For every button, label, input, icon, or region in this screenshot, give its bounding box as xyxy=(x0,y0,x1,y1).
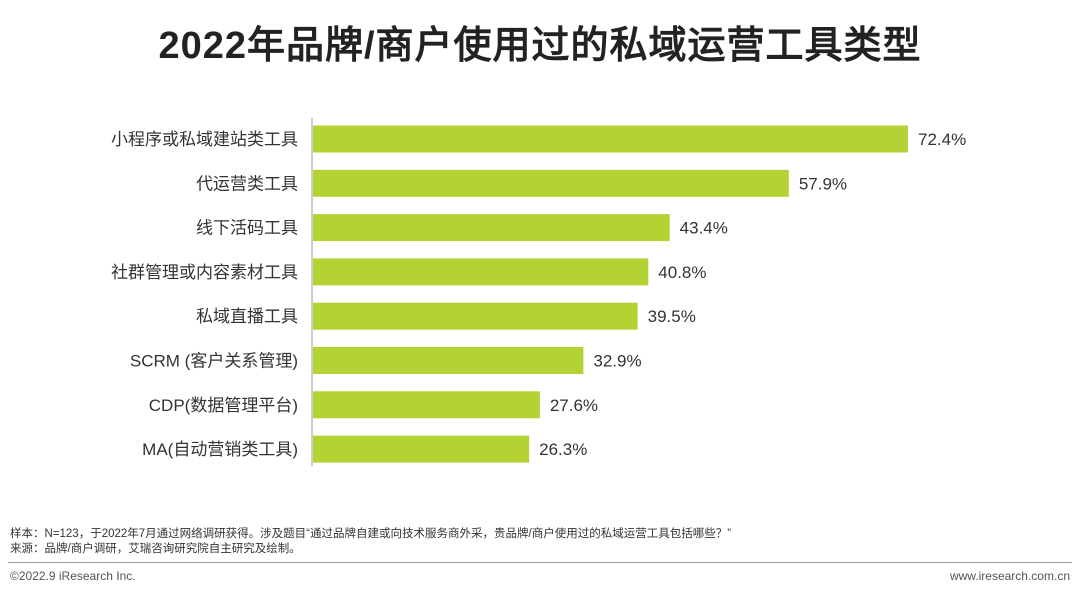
data-label: 57.9% xyxy=(799,174,847,193)
category-label: 代运营类工具 xyxy=(196,174,298,193)
category-label: 小程序或私域建站类工具 xyxy=(111,130,298,149)
data-label: 26.3% xyxy=(539,440,587,459)
category-label: 私域直播工具 xyxy=(196,307,298,326)
bar xyxy=(313,435,530,463)
data-label: 40.8% xyxy=(658,263,706,282)
chart-title: 2022年品牌/商户使用过的私域运营工具类型 xyxy=(158,25,922,67)
bar xyxy=(313,302,638,330)
category-label: MA(自动营销类工具) xyxy=(142,440,298,459)
bar xyxy=(313,391,540,419)
category-label: 线下活码工具 xyxy=(196,219,298,238)
bar-chart: 小程序或私域建站类工具 72.4% 代运营类工具 57.9% 线下活码工具 43.4% 社群… xyxy=(111,118,966,466)
bar xyxy=(313,258,649,286)
category-label: 社群管理或内容素材工具 xyxy=(111,263,298,282)
bar xyxy=(313,125,908,153)
footer-divider xyxy=(8,562,1072,563)
website-text: www.iresearch.com.cn xyxy=(949,569,1070,583)
bar xyxy=(313,169,789,197)
data-label: 43.4% xyxy=(680,219,728,238)
data-label: 72.4% xyxy=(918,130,966,149)
category-label: SCRM (客户关系管理) xyxy=(130,352,298,371)
sample-note: 样本：N=123，于2022年7月通过网络调研获得。涉及题目“通过品牌自建或向技… xyxy=(10,528,732,540)
category-label: CDP(数据管理平台) xyxy=(149,396,298,415)
bar xyxy=(313,347,584,374)
data-label: 27.6% xyxy=(550,396,598,415)
copyright-text: ©2022.9 iResearch Inc. xyxy=(10,569,136,583)
bar xyxy=(313,214,670,242)
data-label: 32.9% xyxy=(593,352,641,371)
data-label: 39.5% xyxy=(648,307,696,326)
source-note: 来源：品牌/商户调研，艾瑞咨询研究院自主研究及绘制。 xyxy=(10,543,301,555)
